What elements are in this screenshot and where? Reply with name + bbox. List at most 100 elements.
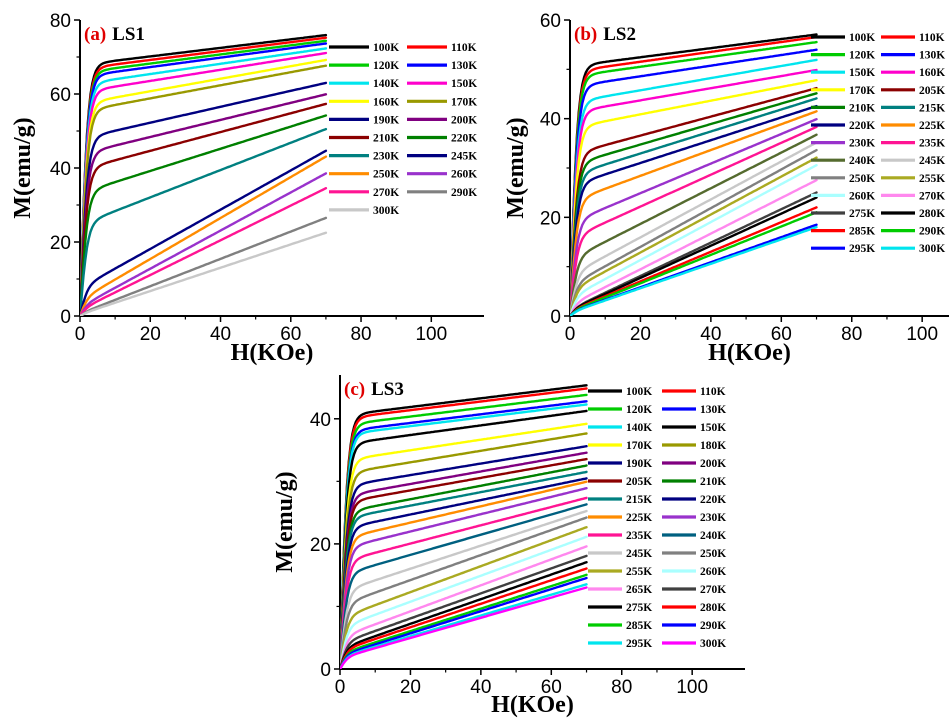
series-line-255K: [570, 156, 818, 316]
series-line-110K: [80, 36, 328, 316]
x-tick-label: 100: [676, 677, 708, 698]
legend-label: 230K: [849, 138, 875, 150]
series-line-225K: [340, 480, 588, 669]
series-line-260K: [340, 535, 588, 669]
y-axis-title: M(emu/g): [10, 117, 36, 218]
y-tick-label: 60: [50, 85, 71, 106]
legend-label: 130K: [451, 60, 477, 72]
series-line-110K: [340, 387, 588, 669]
legend-label: 280K: [919, 208, 945, 220]
series-line-120K: [570, 40, 818, 316]
panel-a-ls1: 0 20 40 60 80 100 0 20 40 60 80 H(KOe) M(emu/g) (a) LS…: [10, 11, 484, 366]
series-line-210K: [80, 102, 328, 316]
panel-name: LS1: [112, 24, 145, 45]
legend-label: 215K: [626, 494, 652, 506]
x-tick-label: 40: [700, 324, 721, 345]
legend-label: 120K: [849, 50, 875, 62]
legend-label: 100K: [849, 32, 875, 44]
series-line-200K: [340, 451, 588, 669]
series-line-170K: [340, 422, 588, 669]
x-axis-title: H(KOe): [231, 340, 314, 366]
series-line-220K: [570, 104, 818, 316]
series-line-180K: [340, 432, 588, 669]
series-line-290K: [80, 216, 328, 316]
series-line-300K: [80, 231, 328, 316]
series-group: [80, 33, 328, 316]
legend-label: 255K: [626, 566, 652, 578]
legend-label: 285K: [626, 620, 652, 632]
series-line-140K: [80, 47, 328, 316]
y-tick-label: 20: [310, 535, 331, 556]
legend-label: 170K: [451, 96, 477, 108]
legend-label: 285K: [849, 226, 875, 238]
series-line-250K: [340, 516, 588, 669]
legend-label: 150K: [451, 78, 477, 90]
legend-label: 250K: [373, 169, 399, 181]
series-group: [340, 384, 588, 669]
series-line-290K: [340, 576, 588, 669]
y-axis-title: M(emu/g): [272, 471, 298, 572]
x-tick-label: 0: [565, 324, 576, 345]
legend-label: 230K: [373, 151, 399, 163]
x-tick-label: 60: [771, 324, 792, 345]
legend-label: 260K: [700, 566, 726, 578]
panel-label: (b) LS2: [574, 24, 636, 45]
legend-label: 275K: [626, 602, 652, 614]
series-line-190K: [340, 445, 588, 669]
series-line-275K: [340, 561, 588, 669]
legend-label: 260K: [849, 190, 875, 202]
legend-label: 140K: [626, 422, 652, 434]
legend-label: 140K: [373, 78, 399, 90]
series-line-150K: [340, 409, 588, 669]
panel-letter: (b): [574, 24, 597, 45]
legend-label: 240K: [849, 155, 875, 167]
legend-label: 190K: [373, 114, 399, 126]
legend-label: 110K: [451, 42, 477, 54]
legend-label: 225K: [919, 120, 945, 132]
legend-label: 300K: [700, 638, 726, 650]
legend: 100K 110K 120K 130K 140K 150K 160K 170K 190K 200K…: [329, 42, 477, 217]
series-line-230K: [570, 118, 818, 316]
series-line-270K: [340, 554, 588, 669]
series-line-275K: [570, 191, 818, 316]
series-line-240K: [570, 133, 818, 316]
legend-label: 220K: [700, 494, 726, 506]
series-line-300K: [570, 225, 818, 316]
panel-name: LS3: [371, 379, 404, 400]
series-line-250K: [570, 148, 818, 316]
series-line-270K: [80, 187, 328, 316]
panel-letter: (a): [84, 24, 106, 45]
legend-label: 245K: [626, 548, 652, 560]
series-line-245K: [340, 509, 588, 669]
legend-label: 295K: [849, 243, 875, 255]
series-line-100K: [340, 384, 588, 669]
legend-label: 240K: [700, 530, 726, 542]
legend-label: 200K: [700, 458, 726, 470]
y-tick-label: 60: [540, 11, 561, 32]
y-tick-label: 20: [540, 208, 561, 229]
y-axis-title: M(emu/g): [503, 117, 529, 218]
y-tick-label: 40: [310, 410, 331, 431]
legend-label: 255K: [919, 173, 945, 185]
y-tick-label: 0: [320, 660, 331, 681]
legend-label: 210K: [700, 476, 726, 488]
x-tick-label: 60: [541, 677, 562, 698]
series-line-205K: [340, 457, 588, 669]
series-line-140K: [340, 403, 588, 669]
legend-label: 120K: [373, 60, 399, 72]
legend-label: 180K: [700, 440, 726, 452]
legend-label: 270K: [919, 190, 945, 202]
legend-label: 250K: [700, 548, 726, 560]
legend: 100K 110K 120K 130K 140K 150K 170K 180K 190K 200K…: [588, 386, 726, 650]
series-line-295K: [340, 583, 588, 669]
series-line-210K: [340, 464, 588, 669]
series-line-100K: [570, 33, 818, 316]
x-tick-label: 40: [210, 324, 231, 345]
legend-label: 265K: [626, 584, 652, 596]
legend-label: 250K: [849, 173, 875, 185]
x-tick-label: 80: [350, 324, 371, 345]
legend-label: 275K: [849, 208, 875, 220]
x-tick-label: 40: [470, 677, 491, 698]
